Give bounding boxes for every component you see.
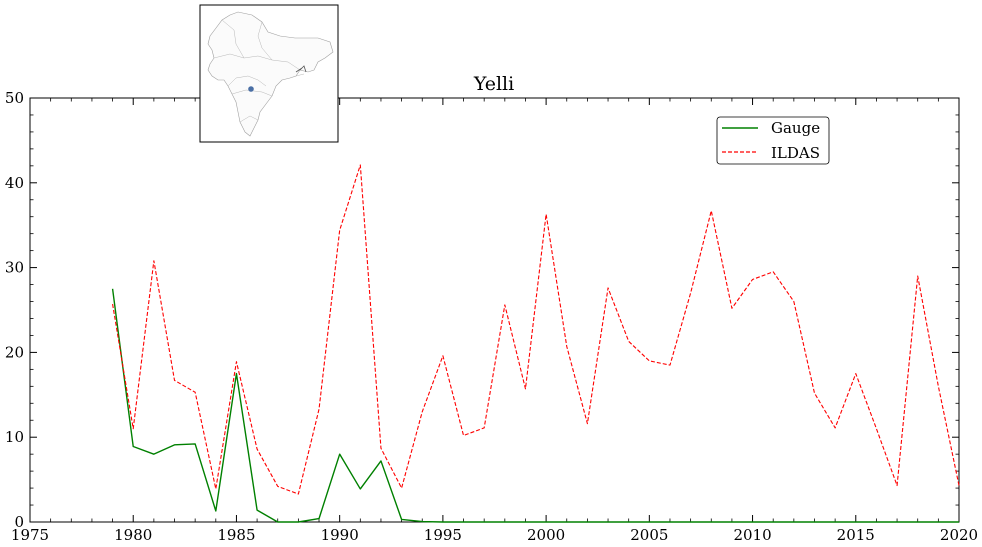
y-tick-label: 30 (5, 259, 24, 277)
legend-box (716, 116, 830, 165)
x-tick-label: 1995 (424, 526, 462, 544)
y-tick-label: 0 (14, 513, 24, 531)
inset-map-borders (213, 19, 305, 123)
legend-label-ildas: ILDAS (771, 144, 820, 162)
legend-label-gauge: Gauge (771, 119, 820, 137)
x-axis: 1975 1980 1985 1990 1995 2000 2005 2010 2015 2020 (11, 98, 978, 544)
x-tick-label: 2015 (837, 526, 875, 544)
legend: Gauge ILDAS (716, 116, 830, 165)
x-tick-label: 1975 (11, 526, 49, 544)
x-tick-label: 2000 (527, 526, 565, 544)
chart-title: Yelli (473, 73, 514, 95)
series-line-gauge (111, 288, 959, 523)
series-layer (111, 164, 960, 523)
y-tick-label: 20 (5, 343, 24, 361)
y-axis: 0 10 20 30 40 50 (5, 89, 959, 531)
x-tick-label: 1985 (217, 526, 255, 544)
x-tick-label: 1990 (321, 526, 359, 544)
x-tick-label: 1980 (114, 526, 152, 544)
y-tick-label: 50 (5, 89, 24, 107)
series-line-ildas (112, 164, 960, 495)
gauge-location-marker (248, 86, 254, 92)
inset-map-coast-detail (295, 65, 307, 73)
y-tick-label: 10 (5, 428, 24, 446)
x-tick-label: 2020 (940, 526, 978, 544)
inset-map (199, 4, 339, 143)
y-tick-label: 40 (5, 174, 24, 192)
x-tick-label: 2005 (630, 526, 668, 544)
x-tick-label: 2010 (733, 526, 771, 544)
